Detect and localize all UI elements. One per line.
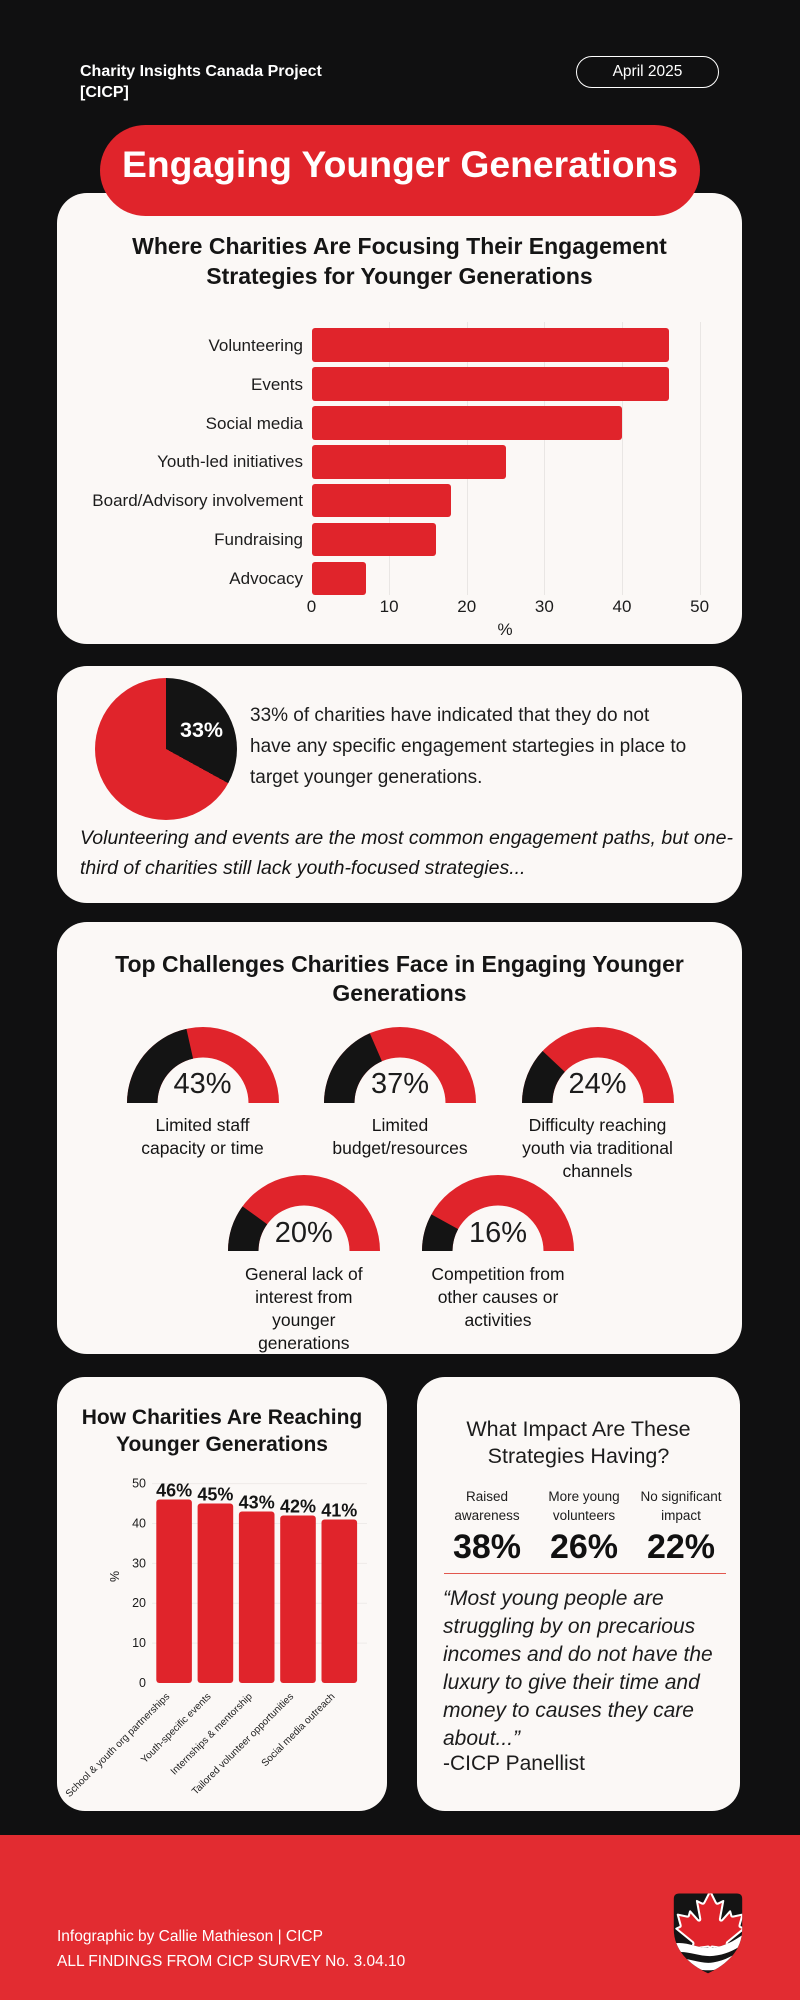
- svg-text:50: 50: [132, 1477, 146, 1491]
- svg-text:Internships & mentorship: Internships & mentorship: [169, 1691, 255, 1777]
- svg-text:20: 20: [132, 1596, 146, 1610]
- svg-text:40: 40: [132, 1516, 146, 1530]
- svg-text:0: 0: [139, 1676, 146, 1690]
- svg-text:%: %: [108, 1571, 122, 1582]
- svg-text:46%: 46%: [156, 1481, 192, 1501]
- svg-text:10: 10: [132, 1636, 146, 1650]
- svg-text:Social media outreach: Social media outreach: [260, 1691, 338, 1769]
- svg-text:Youth-specific events: Youth-specific events: [139, 1691, 213, 1765]
- svg-text:42%: 42%: [280, 1497, 316, 1517]
- svg-text:45%: 45%: [197, 1485, 233, 1505]
- svg-text:43%: 43%: [239, 1493, 275, 1513]
- svg-text:41%: 41%: [321, 1500, 357, 1520]
- svg-text:30: 30: [132, 1556, 146, 1570]
